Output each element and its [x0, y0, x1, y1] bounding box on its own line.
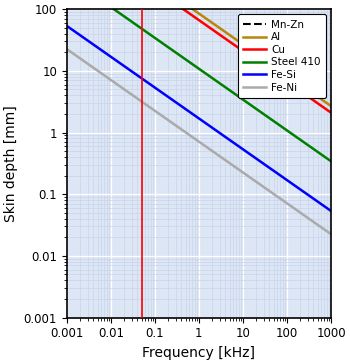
Line: Cu: Cu	[67, 0, 331, 112]
Cu	[321, 105, 325, 109]
Al	[273, 64, 277, 69]
Al	[193, 9, 197, 13]
Al	[321, 98, 325, 103]
Fe-Si	[273, 169, 277, 174]
Fe-Si	[193, 114, 197, 118]
Fe-Ni	[321, 226, 325, 231]
Fe-Si	[321, 203, 326, 208]
Steel 410	[193, 64, 197, 68]
Fe-Ni	[273, 193, 277, 197]
Line: Fe-Si: Fe-Si	[67, 26, 331, 211]
Al	[321, 99, 326, 103]
Cu	[193, 15, 197, 20]
Al	[329, 104, 333, 108]
Cu	[273, 71, 277, 75]
Fe-Si	[321, 203, 325, 208]
Steel 410	[186, 59, 190, 63]
Fe-Ni	[78, 56, 82, 61]
Steel 410	[321, 154, 325, 158]
Al	[186, 4, 190, 8]
Cu	[321, 105, 326, 110]
Fe-Ni	[321, 227, 326, 231]
Legend: Mn-Zn, Al, Cu, Steel 410, Fe-Si, Fe-Ni: Mn-Zn, Al, Cu, Steel 410, Fe-Si, Fe-Ni	[238, 14, 326, 98]
Fe-Si	[65, 24, 69, 28]
Y-axis label: Skin depth [mm]: Skin depth [mm]	[4, 105, 18, 222]
Line: Fe-Ni: Fe-Ni	[67, 49, 331, 234]
Fe-Si	[78, 33, 82, 37]
Line: Steel 410: Steel 410	[67, 0, 331, 161]
Steel 410	[273, 120, 277, 124]
Line: Al: Al	[67, 0, 331, 106]
Cu	[329, 110, 333, 115]
X-axis label: Frequency [kHz]: Frequency [kHz]	[142, 346, 256, 360]
Fe-Ni	[65, 47, 69, 51]
Steel 410	[321, 154, 326, 158]
Steel 410	[329, 159, 333, 163]
Fe-Si	[186, 109, 190, 113]
Fe-Ni	[329, 232, 333, 236]
Fe-Si	[329, 209, 333, 213]
Fe-Ni	[186, 132, 190, 136]
Fe-Ni	[193, 137, 197, 141]
Cu	[186, 11, 190, 15]
